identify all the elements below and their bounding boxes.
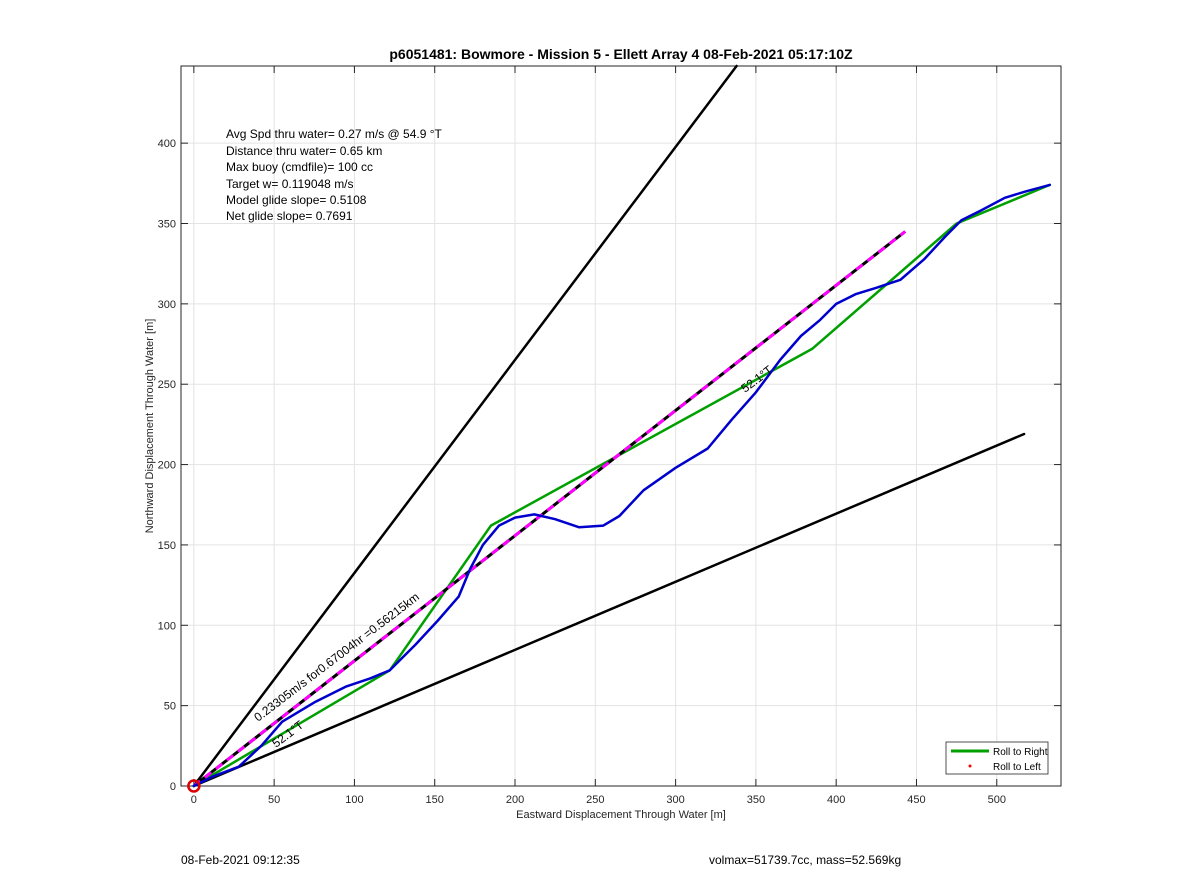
y-tick-label: 200 [158, 460, 176, 472]
x-tick-label: 300 [666, 794, 684, 806]
series-line-1 [192, 183, 1052, 788]
origin-marker [187, 779, 201, 793]
series-line-4 [192, 432, 1026, 788]
y-tick-label: 300 [158, 299, 176, 311]
x-tick-label: 250 [586, 794, 604, 806]
info-line-max-buoy: Max buoy (cmdfile)= 100 cc [226, 160, 373, 174]
series-roll-to-right [192, 183, 1052, 788]
y-tick-label: 100 [158, 620, 176, 632]
info-line-model-glide-slope: Model glide slope= 0.5108 [226, 193, 367, 207]
x-tick-label: 350 [747, 794, 765, 806]
legend-label-roll-left: Roll to Left [993, 762, 1041, 773]
x-tick-label: 150 [426, 794, 444, 806]
y-tick-label: 50 [164, 701, 176, 713]
info-line-net-glide-slope: Net glide slope= 0.7691 [226, 209, 353, 223]
info-line-target-w: Target w= 0.119048 m/s [226, 177, 354, 191]
series-line-3 [192, 64, 738, 788]
footer-timestamp: 08-Feb-2021 09:12:35 [181, 853, 300, 867]
plot-area-frame [180, 65, 1062, 787]
x-axis-label: Eastward Displacement Through Water [m] [516, 809, 726, 821]
x-tick-label: 200 [506, 794, 524, 806]
y-axis-label: Northward Displacement Through Water [m] [144, 319, 156, 534]
chart-title: p6051481: Bowmore - Mission 5 - Ellett A… [389, 46, 853, 62]
y-tick-label: 250 [158, 379, 176, 391]
info-line-avg-speed: Avg Spd thru water= 0.27 m/s @ 54.9 °T [226, 127, 443, 141]
x-tick-label: 450 [907, 794, 925, 806]
dashed-line-speed-label: 0.23305m/s for0.67004hr =0.56215km [251, 590, 422, 725]
y-tick-label: 150 [158, 540, 176, 552]
series-line-2 [192, 230, 907, 788]
legend-swatch-roll-left [968, 764, 972, 768]
x-tick-label: 50 [268, 794, 280, 806]
footer-volmax-mass: volmax=51739.7cc, mass=52.569kg [709, 853, 902, 867]
y-tick-label: 350 [158, 219, 176, 231]
legend: Roll to Right Roll to Left [945, 741, 1049, 775]
y-tick-label: 400 [158, 138, 176, 150]
info-line-distance: Distance thru water= 0.65 km [226, 144, 382, 158]
info-box: Avg Spd thru water= 0.27 m/s @ 54.9 °T D… [226, 127, 443, 223]
legend-box [945, 741, 1049, 775]
x-tick-label: 400 [827, 794, 845, 806]
x-tick-label: 0 [191, 794, 197, 806]
x-tick-label: 500 [988, 794, 1006, 806]
legend-label-roll-right: Roll to Right [993, 747, 1048, 758]
x-tick-label: 100 [345, 794, 363, 806]
y-tick-label: 0 [170, 781, 176, 793]
